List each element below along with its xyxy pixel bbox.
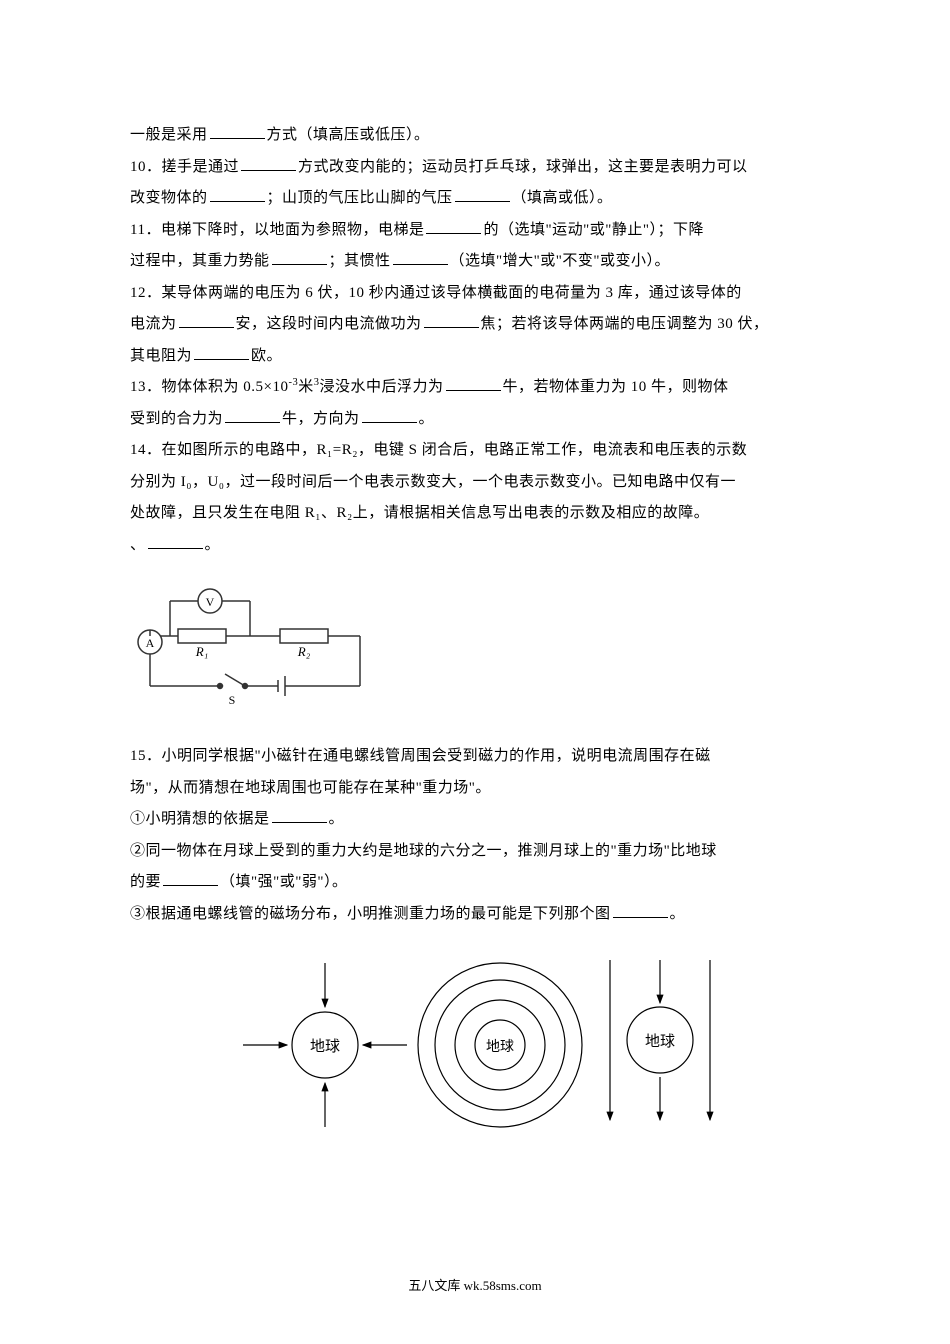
field-diagrams-container: 地球 地球 地球 xyxy=(130,945,820,1145)
text-segment: 米 xyxy=(298,379,314,395)
question-9-tail: 一般是采用 方式（填高压或低压）。 xyxy=(130,120,820,152)
r2-label: R₂ xyxy=(297,644,311,659)
text-segment: ；山顶的气压比山脚的气压 xyxy=(267,190,453,206)
blank-input[interactable] xyxy=(613,903,668,918)
circuit-svg: V A R₁ R₂ S xyxy=(130,576,390,716)
circuit-diagram: V A R₁ R₂ S xyxy=(130,576,390,721)
text-segment: 其电阻为 xyxy=(130,348,192,364)
text-segment: 处故障，且只发生在电阻 R₁、R₂上，请根据相关信息写出电表的示数及相应的故障。 xyxy=(130,505,709,521)
blank-input[interactable] xyxy=(241,156,296,171)
text-segment: ；其惯性 xyxy=(329,253,391,269)
blank-input[interactable] xyxy=(210,187,265,202)
text-segment: 。 xyxy=(329,811,345,827)
text-segment: 的（选填"运动"或"静止"）；下降 xyxy=(483,222,704,238)
text-segment: 12．某导体两端的电压为 6 伏，10 秒内通过该导体横截面的电荷量为 3 库，… xyxy=(130,285,742,301)
text-segment: 浸没水中后浮力为 xyxy=(319,379,443,395)
text-segment: 方式（填高压或低压）。 xyxy=(267,127,430,143)
text-segment: ①小明猜想的依据是 xyxy=(130,811,270,827)
question-12-line2: 电流为 安，这段时间内电流做功为 焦；若将该导体两端的电压调整为 30 伏， xyxy=(130,309,820,341)
footer-text: 五八文库 wk.58sms.com xyxy=(408,1278,541,1293)
question-13-line1: 13．物体体积为 0.5×10-3米3浸没水中后浮力为牛，若物体重力为 10 牛… xyxy=(130,372,820,404)
text-segment: 14．在如图所示的电路中，R₁=R₂，电键 S 闭合后，电路正常工作，电流表和电… xyxy=(130,442,747,458)
field-diagram-3: 地球 xyxy=(610,960,710,1120)
text-segment: 13．物体体积为 0.5×10 xyxy=(130,379,288,395)
earth-label-3: 地球 xyxy=(645,1033,675,1050)
ammeter-label: A xyxy=(146,636,155,650)
text-segment: 、 xyxy=(130,537,146,553)
question-14-line2: 分别为 I₀，U₀，过一段时间后一个电表示数变大，一个电表示数变小。已知电路中仅… xyxy=(130,467,820,499)
question-12-line1: 12．某导体两端的电压为 6 伏，10 秒内通过该导体横截面的电荷量为 3 库，… xyxy=(130,278,820,310)
blank-input[interactable] xyxy=(424,313,479,328)
page-footer: 五八文库 wk.58sms.com xyxy=(0,1275,950,1294)
text-segment: 10．搓手是通过 xyxy=(130,159,239,175)
text-segment: 的要 xyxy=(130,874,161,890)
question-10-line2: 改变物体的 ；山顶的气压比山脚的气压 （填高或低）。 xyxy=(130,183,820,215)
text-segment: 方式改变内能的；运动员打乒乓球，球弹出，这主要是表明力可以 xyxy=(298,159,748,175)
question-10-line1: 10．搓手是通过 方式改变内能的；运动员打乒乓球，球弹出，这主要是表明力可以 xyxy=(130,152,820,184)
field-diagram-1: 地球 xyxy=(243,963,407,1127)
blank-input[interactable] xyxy=(362,408,417,423)
earth-label-1: 地球 xyxy=(310,1038,340,1055)
question-15-sub1: ①小明猜想的依据是 。 xyxy=(130,804,820,836)
voltmeter-label: V xyxy=(206,595,215,609)
text-segment: 牛，若物体重力为 10 牛，则物体 xyxy=(503,379,729,395)
text-segment: 欧。 xyxy=(251,348,282,364)
question-13-line2: 受到的合力为 牛，方向为 。 xyxy=(130,404,820,436)
question-14-line1: 14．在如图所示的电路中，R₁=R₂，电键 S 闭合后，电路正常工作，电流表和电… xyxy=(130,435,820,467)
text-segment: 。 xyxy=(205,537,221,553)
question-12-line3: 其电阻为 欧。 xyxy=(130,341,820,373)
text-segment: 电流为 xyxy=(130,316,177,332)
field-diagrams-svg: 地球 地球 地球 xyxy=(230,945,720,1145)
text-segment: 过程中，其重力势能 xyxy=(130,253,270,269)
question-14-line4: 、。 xyxy=(130,530,820,562)
blank-input[interactable] xyxy=(272,808,327,823)
field-diagram-2: 地球 xyxy=(418,963,582,1127)
r1-label: R₁ xyxy=(195,644,208,659)
blank-input[interactable] xyxy=(163,871,218,886)
text-segment: 安，这段时间内电流做功为 xyxy=(236,316,422,332)
exponent: -3 xyxy=(288,377,298,388)
question-15-sub2-line1: ②同一物体在月球上受到的重力大约是地球的六分之一，推测月球上的"重力场"比地球 xyxy=(130,836,820,868)
question-15-sub3: ③根据通电螺线管的磁场分布，小明推测重力场的最可能是下列那个图 。 xyxy=(130,899,820,931)
blank-input[interactable] xyxy=(393,250,448,265)
question-14-line3: 处故障，且只发生在电阻 R₁、R₂上，请根据相关信息写出电表的示数及相应的故障。 xyxy=(130,498,820,530)
text-segment: （选填"增大"或"不变"或变小）。 xyxy=(450,253,671,269)
question-15-sub2-line2: 的要 （填"强"或"弱"）。 xyxy=(130,867,820,899)
blank-input[interactable] xyxy=(194,345,249,360)
text-segment: （填高或低）。 xyxy=(512,190,613,206)
blank-input[interactable] xyxy=(455,187,510,202)
question-15-line1: 15．小明同学根据"小磁针在通电螺线管周围会受到磁力的作用，说明电流周围存在磁 xyxy=(130,741,820,773)
text-segment: （填"强"或"弱"）。 xyxy=(220,874,348,890)
text-segment: 牛，方向为 xyxy=(282,411,360,427)
text-segment: 受到的合力为 xyxy=(130,411,223,427)
question-15-line2: 场"，从而猜想在地球周围也可能存在某种"重力场"。 xyxy=(130,773,820,805)
blank-input[interactable] xyxy=(179,313,234,328)
text-segment: 场"，从而猜想在地球周围也可能存在某种"重力场"。 xyxy=(130,780,491,796)
blank-input[interactable] xyxy=(225,408,280,423)
text-segment: ②同一物体在月球上受到的重力大约是地球的六分之一，推测月球上的"重力场"比地球 xyxy=(130,843,717,859)
question-11-line2: 过程中，其重力势能 ；其惯性 （选填"增大"或"不变"或变小）。 xyxy=(130,246,820,278)
earth-label-2: 地球 xyxy=(486,1039,514,1055)
blank-input[interactable] xyxy=(210,124,265,139)
blank-input[interactable] xyxy=(148,534,203,549)
blank-input[interactable] xyxy=(446,376,501,391)
text-segment: ③根据通电螺线管的磁场分布，小明推测重力场的最可能是下列那个图 xyxy=(130,906,611,922)
text-segment: 分别为 I₀，U₀，过一段时间后一个电表示数变大，一个电表示数变小。已知电路中仅… xyxy=(130,474,736,490)
text-segment: 改变物体的 xyxy=(130,190,208,206)
question-11-line1: 11．电梯下降时，以地面为参照物，电梯是 的（选填"运动"或"静止"）；下降 xyxy=(130,215,820,247)
text-segment: 15．小明同学根据"小磁针在通电螺线管周围会受到磁力的作用，说明电流周围存在磁 xyxy=(130,748,711,764)
blank-input[interactable] xyxy=(426,219,481,234)
blank-input[interactable] xyxy=(272,250,327,265)
text-segment: 。 xyxy=(670,906,686,922)
switch-label: S xyxy=(229,693,236,707)
text-segment: 。 xyxy=(419,411,435,427)
text-segment: 焦；若将该导体两端的电压调整为 30 伏， xyxy=(481,316,769,332)
text-segment: 一般是采用 xyxy=(130,127,208,143)
text-segment: 11．电梯下降时，以地面为参照物，电梯是 xyxy=(130,222,424,238)
